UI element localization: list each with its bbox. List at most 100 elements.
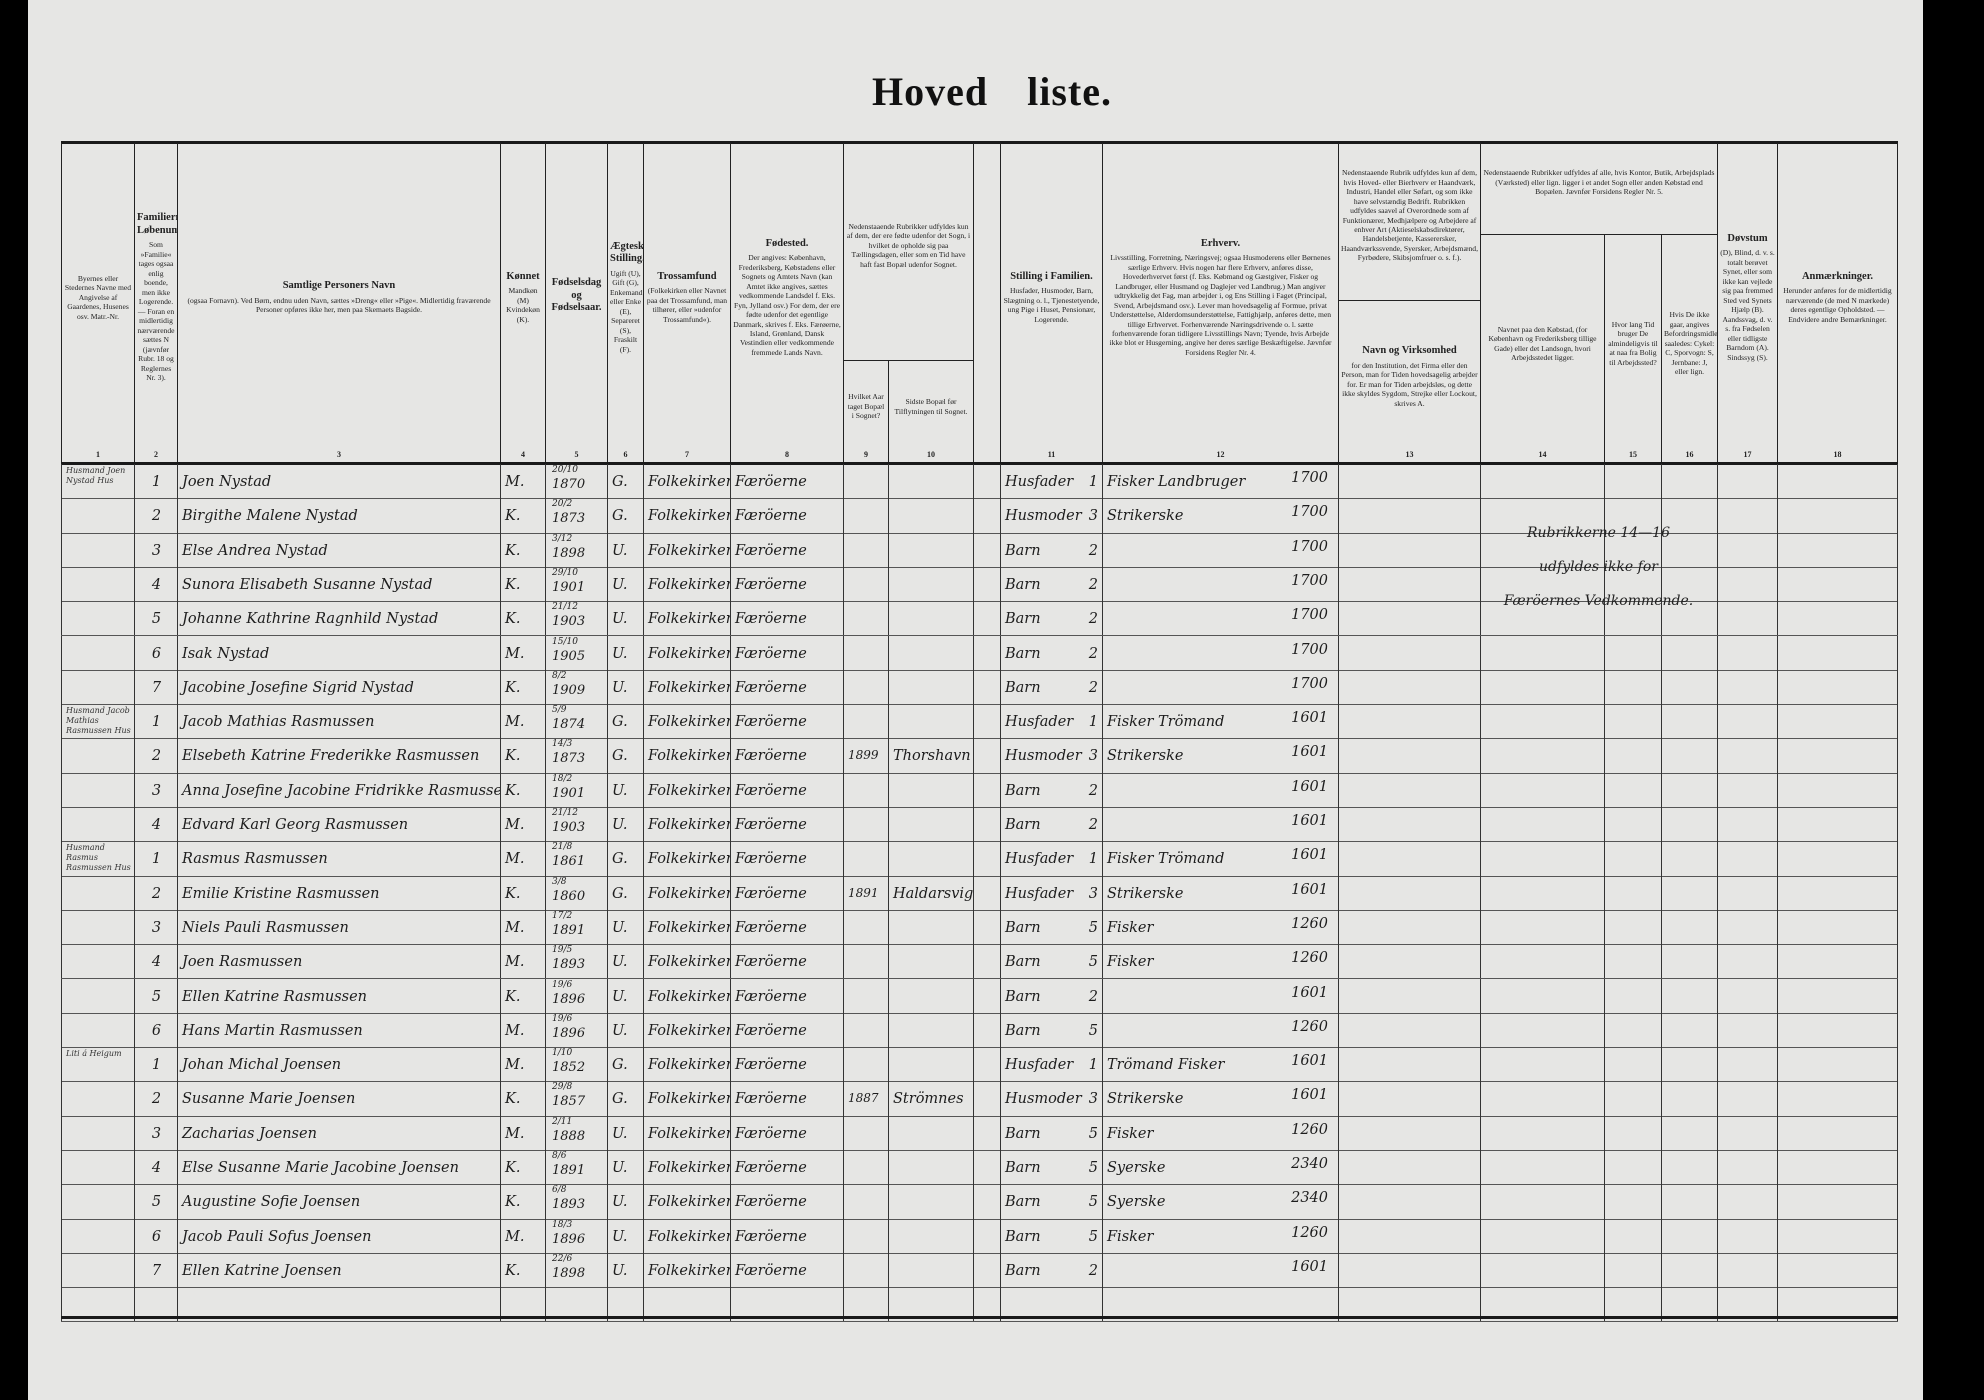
marital-value: G. bbox=[612, 885, 628, 902]
cell-c15 bbox=[1604, 669, 1661, 705]
cell-birth: 15/10 1905 bbox=[545, 635, 607, 670]
cell-c15 bbox=[1604, 944, 1661, 979]
cell-gap bbox=[973, 1115, 1000, 1150]
cell-fam: Barn 5 bbox=[1000, 1184, 1102, 1219]
cell-birth: 2/11 1888 bbox=[545, 1115, 607, 1150]
birthplace-value: Færöerne bbox=[735, 474, 807, 490]
cell-gap bbox=[973, 1218, 1000, 1253]
header-c10: Sidste Bopæl før Tilflytningen til Sogne… bbox=[888, 360, 973, 464]
person-row: 5 Ellen Katrine Rasmussen K. 19/6 1896 U. Folk… bbox=[61, 978, 1898, 1014]
cell-c17 bbox=[1717, 464, 1777, 499]
sex-value: M. bbox=[505, 714, 525, 731]
cell-arr-year bbox=[843, 944, 888, 979]
sex-value: K. bbox=[505, 885, 521, 902]
cell-occ: 1700 bbox=[1102, 566, 1338, 602]
cell-fam: Barn 5 bbox=[1000, 944, 1102, 979]
cell-no: 5 bbox=[134, 1184, 177, 1219]
cell-no: 2 bbox=[134, 738, 177, 773]
family-number: 2 bbox=[151, 1091, 162, 1108]
cell-c17 bbox=[1717, 1012, 1777, 1048]
cell-c13 bbox=[1338, 464, 1480, 499]
cell-marital: G. bbox=[607, 1047, 643, 1082]
cell-faith: Folkekirken bbox=[643, 566, 730, 602]
cell-gap bbox=[973, 1287, 1000, 1322]
occupation-code: 1601 bbox=[1291, 881, 1328, 898]
birthplace-value: Færöerne bbox=[735, 645, 807, 662]
occupation-code: 1601 bbox=[1291, 1087, 1328, 1104]
cell-arr-year bbox=[843, 909, 888, 945]
cell-sex: K. bbox=[500, 978, 545, 1013]
cell-arr-year bbox=[843, 1115, 888, 1150]
cell-prev bbox=[888, 1115, 973, 1150]
cell-c17 bbox=[1717, 601, 1777, 636]
cell-sex: M. bbox=[500, 1218, 545, 1253]
cell-no: 6 bbox=[134, 1218, 177, 1253]
cell-c14 bbox=[1480, 1287, 1604, 1322]
cell-c13 bbox=[1338, 635, 1480, 670]
birth-date: 1/10 bbox=[552, 1048, 573, 1059]
column-number: 10 bbox=[927, 450, 935, 459]
birth-year: 1888 bbox=[552, 1128, 586, 1144]
cell-c16 bbox=[1661, 1252, 1717, 1288]
person-row: 4 Else Susanne Marie Jacobine Joensen K. 8/… bbox=[61, 1150, 1898, 1186]
cell-fam: Barn 2 bbox=[1000, 635, 1102, 670]
birthplace-value: Færöerne bbox=[735, 1125, 807, 1142]
cell-faith: Folkekirken bbox=[643, 1047, 730, 1082]
occupation: Syerske bbox=[1107, 1160, 1166, 1176]
cell-c18 bbox=[1777, 1012, 1898, 1048]
cell-c17 bbox=[1717, 738, 1777, 773]
cell-place bbox=[61, 566, 134, 602]
cell-c15 bbox=[1604, 1150, 1661, 1185]
birth-year: 1901 bbox=[552, 785, 586, 801]
cell-birth: 19/5 1893 bbox=[545, 944, 607, 979]
cell-no: 5 bbox=[134, 601, 177, 636]
cell-c18 bbox=[1777, 601, 1898, 636]
family-code: 3 bbox=[1088, 508, 1098, 525]
faith-value: Folkekirken bbox=[648, 1125, 730, 1142]
faith-value: Folkekirken bbox=[648, 885, 730, 902]
cell-prev: Haldarsvig bbox=[888, 875, 973, 910]
marital-value: U. bbox=[612, 679, 628, 696]
cell-no: 7 bbox=[134, 669, 177, 705]
family-code: 3 bbox=[1088, 885, 1098, 902]
cell-sex: M. bbox=[500, 1115, 545, 1150]
cell-gap bbox=[973, 532, 1000, 567]
cell-place bbox=[61, 1287, 134, 1322]
cell-c15 bbox=[1604, 875, 1661, 910]
cell-c15 bbox=[1604, 498, 1661, 533]
person-row: 6 Isak Nystad M. 15/10 1905 U. Folkekirken Færö… bbox=[61, 635, 1898, 671]
cell-c17 bbox=[1717, 1115, 1777, 1150]
cell-place: Liti á Heigum bbox=[61, 1047, 134, 1082]
birthplace-value: Færöerne bbox=[735, 611, 807, 628]
cell-place bbox=[61, 498, 134, 533]
cell-c17 bbox=[1717, 841, 1777, 876]
cell-c15 bbox=[1604, 704, 1661, 739]
cell-birth: 21/8 1861 bbox=[545, 841, 607, 876]
cell-c18 bbox=[1777, 566, 1898, 602]
cell-arr-year bbox=[843, 1184, 888, 1219]
column-number: 4 bbox=[521, 450, 525, 459]
cell-marital: U. bbox=[607, 566, 643, 602]
header-text: Der angives: København, Frederiksberg, K… bbox=[733, 253, 841, 357]
cell-name: Ellen Katrine Joensen bbox=[177, 1252, 500, 1288]
cell-name: Edvard Karl Georg Rasmussen bbox=[177, 807, 500, 842]
name-value: Augustine Sofie Joensen bbox=[182, 1194, 361, 1211]
cell-faith: Folkekirken bbox=[643, 704, 730, 739]
household-note: Husmand Jacob Mathias Rasmussen Hus bbox=[66, 706, 131, 736]
sex-value: K. bbox=[505, 1160, 521, 1176]
page-title: Hoved liste. bbox=[872, 69, 1112, 114]
cell-name: Jacob Mathias Rasmussen bbox=[177, 704, 500, 739]
family-code: 2 bbox=[1088, 679, 1098, 696]
cell-c15 bbox=[1604, 1218, 1661, 1253]
name-value: Hans Martin Rasmussen bbox=[182, 1022, 363, 1039]
cell-place: Husmand Jacob Mathias Rasmussen Hus bbox=[61, 704, 134, 739]
cell-marital: U. bbox=[607, 532, 643, 567]
cell-birthplace: Færöerne bbox=[730, 498, 843, 533]
birthplace-value: Færöerne bbox=[735, 817, 807, 833]
cell-gap bbox=[973, 1150, 1000, 1185]
birth-date: 14/3 bbox=[552, 739, 573, 750]
family-number: 4 bbox=[151, 1160, 162, 1176]
cell-place bbox=[61, 1184, 134, 1219]
cell-c16 bbox=[1661, 978, 1717, 1013]
cell-birthplace: Færöerne bbox=[730, 841, 843, 876]
